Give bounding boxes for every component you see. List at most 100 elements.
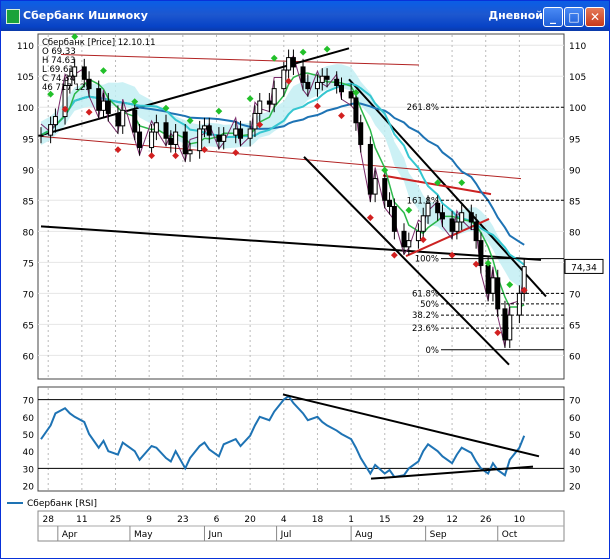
candle-body [281,69,287,90]
candle-body [420,215,426,232]
rsi-ytick-left: 70 [23,397,35,407]
price-legend-line: 46 717 125 [42,83,91,93]
last-price-label: 74,34 [571,263,597,273]
candle-body [391,206,397,232]
buy-signal-icon: ◆ [187,116,194,126]
x-day-label: 18 [312,515,324,525]
candle-body [201,125,207,130]
sell-signal-icon: ◆ [114,145,121,155]
x-month-label: Apr [62,530,78,540]
x-day-label: 11 [76,515,87,525]
x-day-label: 9 [146,515,152,525]
buy-signal-icon: ◆ [381,165,388,175]
close-button[interactable]: ✕ [585,7,605,27]
x-day-label: 15 [379,515,390,525]
candle-body [72,66,78,77]
candle-body [38,134,44,137]
fibonacci-level-label: 50% [420,300,439,310]
buy-signal-icon: ◆ [506,280,513,290]
candle-body [153,122,159,133]
candle-body [435,202,441,214]
candle-body [221,134,227,142]
buy-signal-icon: ◆ [100,66,107,76]
x-month-label: Jun [207,530,222,540]
candle-body [468,212,474,223]
price-ytick-left: 110 [17,42,34,52]
x-day-label: 29 [413,515,425,525]
candle-body [425,202,431,217]
price-ytick-right: 85 [569,197,580,207]
candle-body [105,100,111,114]
channel-line-red [40,135,522,180]
x-day-label: 26 [480,515,492,525]
rsi-ytick-right: 30 [569,465,581,475]
candle-body [238,128,244,139]
candle-body [485,264,491,294]
title-bar: Сбербанк Ишимоку Дневной _ □ ✕ [1,1,609,31]
price-legend-line: Сбербанк [Price] 12.10.11 [42,38,156,48]
price-ytick-right: 65 [569,321,580,331]
rsi-ytick-right: 50 [569,431,581,441]
candle-body [187,150,193,155]
minimize-button[interactable]: _ [543,7,563,27]
candle-body [305,81,311,90]
price-ytick-right: 110 [569,42,586,52]
x-day-label: 1 [348,515,354,525]
candle-body [48,124,54,136]
price-panel-frame [37,33,565,380]
candle-body [300,66,306,83]
x-day-label: 23 [177,515,188,525]
triangle-line-top [382,174,492,196]
price-legend-line: O 69.33 [42,47,76,57]
candle-body [96,88,102,111]
price-ytick-right: 100 [569,104,586,114]
x-month-label: Oct [502,530,518,540]
rsi-legend-label: Сбербанк [RSI] [27,499,97,509]
candle-body [173,131,179,145]
candle-body [401,230,407,248]
price-ytick-left: 60 [23,352,35,362]
sell-signal-icon: ◆ [86,108,93,118]
buy-signal-icon: ◆ [434,178,441,188]
price-legend-line: L 69.61 [42,65,74,75]
buy-signal-icon: ◆ [352,88,359,98]
rsi-ytick-left: 40 [23,448,35,458]
x-month-label: Sep [430,530,447,540]
candle-body [62,85,68,118]
price-legend-line: C 74.34 [42,74,75,84]
candle-body [353,97,359,124]
uptrend-line [40,47,350,137]
sell-signal-icon: ◆ [256,120,263,130]
candle-body [233,128,239,136]
price-ytick-left: 80 [23,228,35,238]
ichimoku-cloud [41,64,525,293]
buy-signal-icon: ◆ [271,54,278,64]
candle-body [324,75,330,80]
price-ytick-left: 65 [23,321,34,331]
price-ytick-right: 105 [569,73,586,83]
horizontal-support-line [40,225,542,261]
sell-signal-icon: ◆ [232,148,239,158]
resistance-line-red [60,54,420,66]
price-ytick-right: 80 [569,228,581,238]
fibonacci-level-label: 100% [415,255,439,265]
candle-body [137,131,143,149]
last-price-box [564,258,604,274]
chart-canvas[interactable]: 6060656570707575808085859090959510010010… [1,31,609,558]
rsi-ytick-left: 30 [23,465,35,475]
price-ytick-left: 95 [23,135,34,145]
candle-body [132,109,138,133]
rsi-ytick-right: 20 [569,483,581,493]
price-ytick-left: 70 [23,290,35,300]
buy-signal-icon: ◆ [485,258,492,268]
sell-signal-icon: ◆ [521,286,528,296]
rsi-downtrend-line [282,393,540,458]
x-month-label: May [134,530,153,540]
candle-body [502,308,508,341]
maximize-button[interactable]: □ [564,7,584,27]
price-legend-line: H 74.63 [42,56,75,66]
sell-signal-icon: ◆ [473,260,480,270]
candle-body [314,81,320,90]
price-ytick-right: 90 [569,166,581,176]
